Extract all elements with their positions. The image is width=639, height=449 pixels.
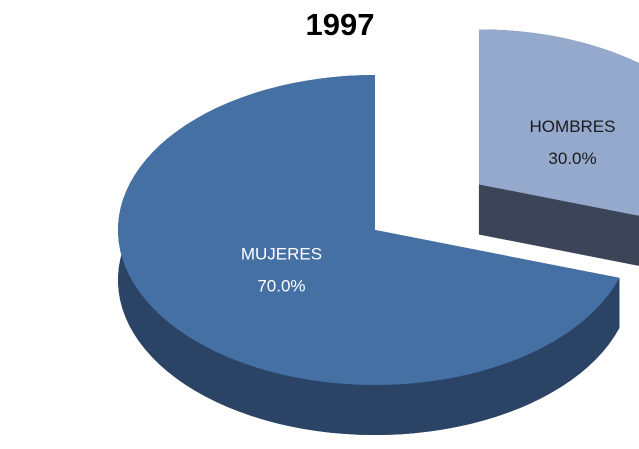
pie-slice (478, 29, 639, 216)
slice-label: MUJERES (241, 244, 322, 263)
slice-value-label: 30.0% (548, 149, 596, 168)
chart-title: 1997 (306, 7, 375, 42)
pie-slice (118, 75, 620, 385)
slice-label: HOMBRES (530, 117, 616, 136)
slice-value-label: 70.0% (257, 276, 305, 295)
slice-wall (478, 184, 639, 266)
